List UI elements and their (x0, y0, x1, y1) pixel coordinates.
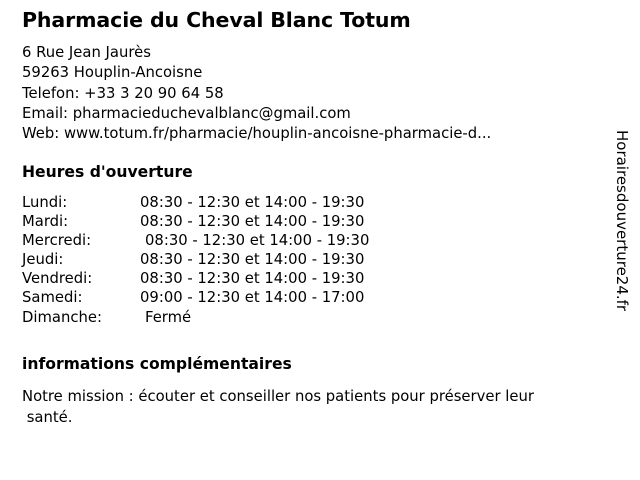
watermark: Horairesdouverture24.fr (611, 130, 633, 335)
table-row: Samedi: 09:00 - 12:30 et 14:00 - 17:00 (22, 288, 369, 307)
contact-block: 6 Rue Jean Jaurès 59263 Houplin-Ancoisne… (22, 43, 622, 144)
opening-hours-heading: Heures d'ouverture (22, 163, 193, 181)
day-label: Mardi: (22, 213, 69, 231)
table-row: Jeudi: 08:30 - 12:30 et 14:00 - 19:30 (22, 250, 369, 269)
email-line: Email: pharmacieduchevalblanc@gmail.com (22, 104, 351, 122)
table-row: Lundi: 08:30 - 12:30 et 14:00 - 19:30 (22, 193, 369, 212)
day-hours: 08:30 - 12:30 et 14:00 - 19:30 (140, 213, 365, 231)
phone-line: Telefon: +33 3 20 90 64 58 (22, 84, 224, 102)
day-label: Vendredi: (22, 270, 93, 288)
day-hours: 09:00 - 12:30 et 14:00 - 17:00 (140, 289, 365, 307)
opening-hours-table: Lundi: 08:30 - 12:30 et 14:00 - 19:30 Ma… (22, 193, 369, 327)
address-city: 59263 Houplin-Ancoisne (22, 64, 203, 82)
day-hours: 08:30 - 12:30 et 14:00 - 19:30 (140, 270, 365, 288)
table-row: Vendredi: 08:30 - 12:30 et 14:00 - 19:30 (22, 269, 369, 288)
table-row: Mardi: 08:30 - 12:30 et 14:00 - 19:30 (22, 212, 369, 231)
address-street: 6 Rue Jean Jaurès (22, 44, 151, 61)
day-hours: Fermé (145, 308, 192, 326)
watermark-text: Horairesdouverture24.fr (613, 130, 631, 312)
day-label: Jeudi: (22, 251, 64, 269)
website-line: Web: www.totum.fr/pharmacie/houplin-anco… (22, 125, 492, 143)
day-label: Samedi: (22, 289, 83, 307)
day-label: Lundi: (22, 194, 68, 211)
table-row: Mercredi: 08:30 - 12:30 et 14:00 - 19:30 (22, 231, 369, 250)
day-label: Dimanche: (22, 308, 102, 326)
day-hours: 08:30 - 12:30 et 14:00 - 19:30 (145, 232, 370, 250)
day-hours: 08:30 - 12:30 et 14:00 - 19:30 (140, 194, 365, 211)
table-row: Dimanche: Fermé (22, 308, 369, 327)
day-hours: 08:30 - 12:30 et 14:00 - 19:30 (140, 251, 365, 269)
page-title: Pharmacie du Cheval Blanc Totum (22, 8, 411, 32)
day-label: Mercredi: (22, 232, 92, 250)
additional-info-text: Notre mission : écouter et conseiller no… (22, 388, 534, 426)
additional-info-heading: informations complémentaires (22, 355, 292, 373)
